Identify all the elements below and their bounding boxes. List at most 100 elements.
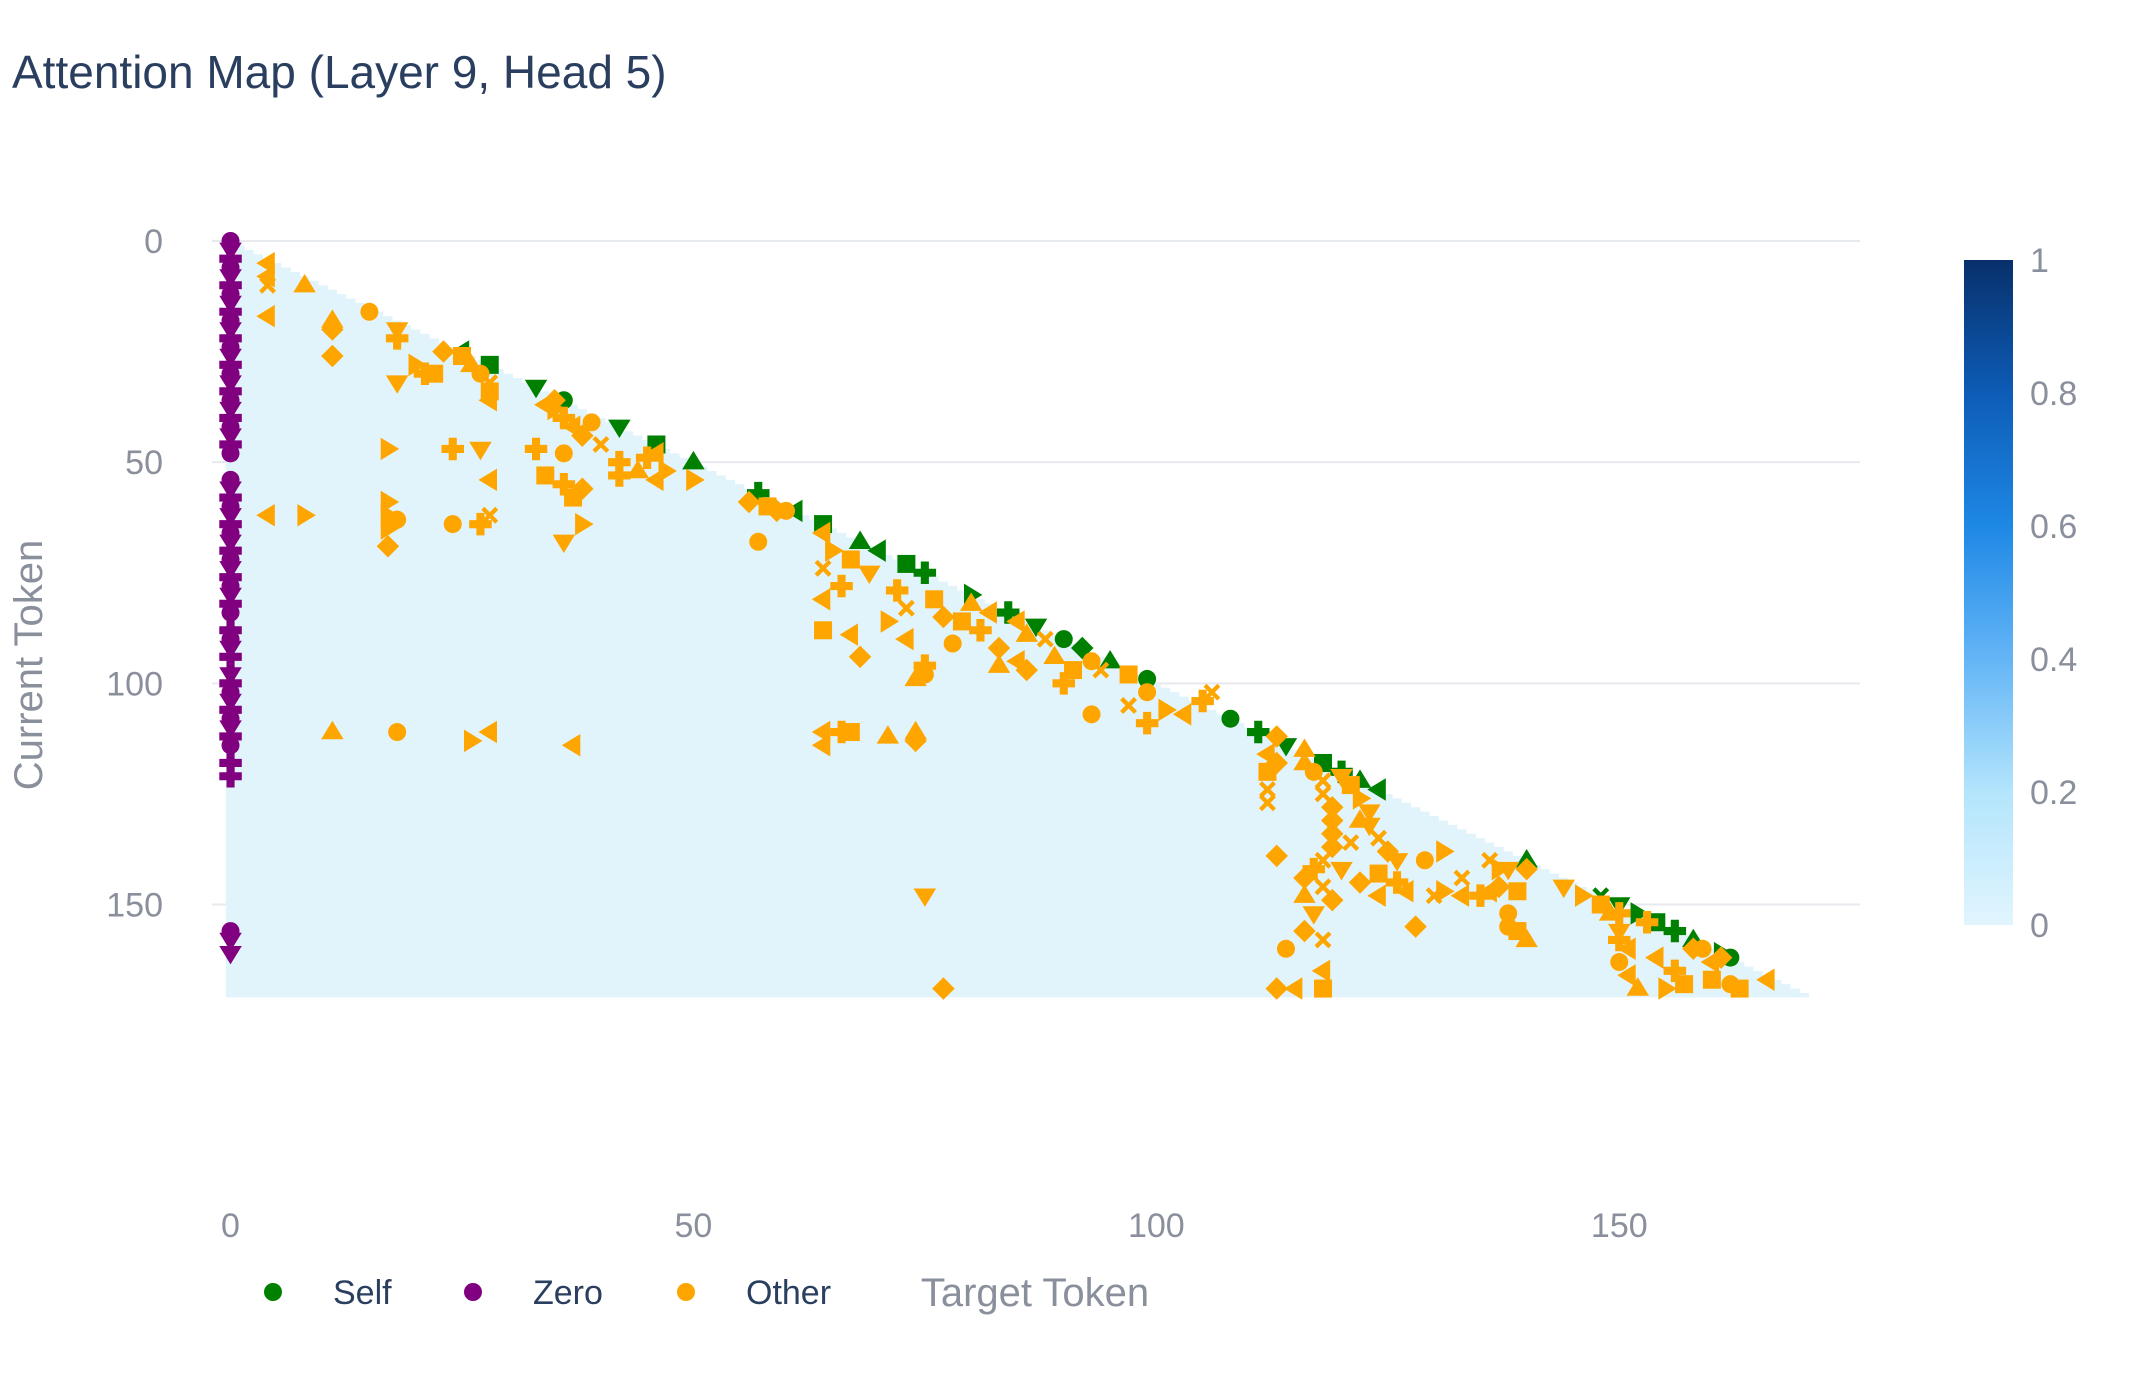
y-tick-label-150: 150 [106,887,163,925]
other-point [259,276,276,294]
other-point [1036,630,1054,648]
other-point [626,459,650,479]
other-point [1508,882,1527,901]
other-point [814,559,832,577]
self-point [897,554,916,573]
legend-item-self[interactable]: Self [264,1274,392,1312]
other-point [1321,796,1344,819]
other-point [321,344,344,368]
zero-point [221,603,240,622]
legend-item-other[interactable]: Other [677,1274,831,1312]
other-point [1293,738,1316,757]
other-point [481,506,499,524]
legend-label: Zero [533,1274,603,1312]
self-point [997,601,1020,624]
other-point [1702,970,1721,989]
other-point [1385,871,1409,894]
other-point [297,504,316,527]
x-axis-title: Target Token [921,1271,1149,1315]
other-point [1348,809,1372,828]
other-point [749,532,768,551]
other-point [1259,781,1276,798]
other-point [1119,665,1138,684]
other-point [1369,864,1388,883]
other-point [256,304,275,328]
self-point [682,450,705,470]
other-point [380,437,400,461]
other-point [978,601,997,624]
y-tick-label-50: 50 [125,444,163,482]
zero-point [219,946,242,965]
y-tick-label-0: 0 [144,223,163,261]
other-point [1321,822,1344,845]
other-point [1191,689,1214,713]
other-point [987,636,1011,660]
zero-point [221,444,240,463]
other-point [552,534,576,553]
marker-layer [219,232,1775,1000]
other-point [1499,904,1518,923]
other-point [811,521,831,545]
other-point [897,599,915,617]
legend-swatch [464,1283,482,1301]
other-point [1436,880,1455,903]
other-point [1358,804,1381,823]
other-point [1658,977,1677,1000]
other-point [943,634,962,653]
self-point [1138,669,1157,688]
legend-item-zero[interactable]: Zero [464,1274,603,1312]
other-point [848,645,872,669]
other-point [552,473,576,496]
other-point [388,723,407,742]
chart-title: Attention Map (Layer 9, Head 5) [12,46,667,98]
other-point [841,550,860,569]
colorbar-tick-0: 0 [2030,907,2049,945]
other-point [1321,835,1344,859]
other-point [1314,878,1332,896]
other-point [1598,902,1622,921]
zero-point [219,932,242,952]
other-point [408,353,427,377]
self-point [1024,618,1048,638]
self-point [1247,720,1270,744]
other-point [913,888,937,907]
other-point [1617,964,1636,987]
other-point [969,619,992,642]
self-point [867,539,886,562]
legend-swatch [677,1283,695,1301]
other-point [1617,937,1636,960]
self-point [848,530,872,549]
other-point [432,340,455,363]
other-point [895,627,914,651]
colorbar-tick-0.6: 0.6 [2030,508,2077,546]
other-point [293,274,316,293]
self-point [1054,630,1073,649]
other-point [1293,884,1316,903]
other-point [360,302,379,321]
other-point [1453,869,1471,887]
other-point [452,347,471,366]
other-point [582,413,601,432]
other-point [1491,857,1511,881]
other-point [1682,937,1705,960]
x-tick-label-100: 100 [1128,1207,1185,1245]
other-point [1302,857,1325,881]
other-point [1135,711,1159,735]
other-point [959,592,983,611]
other-point [1259,794,1276,812]
other-point [839,623,858,646]
other-point [1265,844,1288,868]
self-point [608,419,631,438]
colorbar-tick-1: 1 [2030,242,2049,280]
other-point [1436,840,1455,863]
other-point [1203,683,1221,701]
other-point [1092,661,1110,679]
other-point [464,729,483,753]
other-point [885,579,909,602]
other-point [1052,672,1075,695]
other-point [1756,968,1775,991]
other-point [469,441,492,461]
other-point [376,535,400,558]
other-point [536,466,555,485]
legend-swatch [264,1283,282,1301]
